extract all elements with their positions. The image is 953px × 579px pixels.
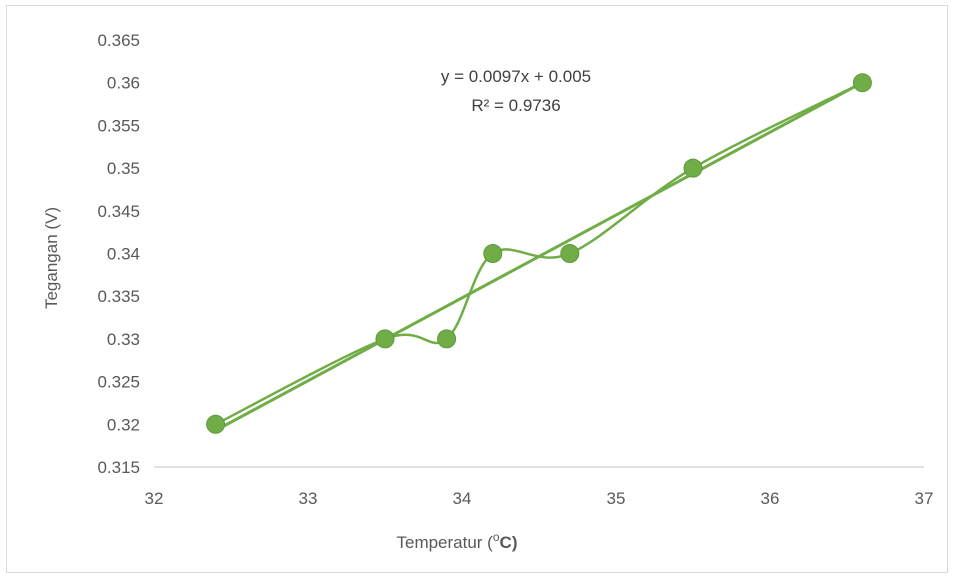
x-axis-title-unit: C) (500, 533, 518, 552)
y-tick-label: 0.365 (97, 31, 140, 50)
x-axis-title-main: Temperatur ( (396, 533, 493, 552)
y-axis-ticks: 0.315 0.32 0.325 0.33 0.335 0.34 0.345 0.35 0.35… (97, 31, 140, 477)
data-point (483, 244, 503, 263)
y-tick-label: 0.33 (107, 330, 140, 349)
y-axis-title: Tegangan (V) (42, 207, 61, 309)
data-point (852, 73, 872, 93)
x-axis-title: Temperatur (oC) (396, 530, 517, 552)
y-tick-label: 0.325 (97, 373, 140, 392)
x-tick-label: 33 (299, 489, 318, 508)
y-tick-label: 0.32 (107, 415, 140, 434)
data-point (437, 329, 457, 349)
y-tick-label: 0.345 (97, 202, 140, 221)
data-point (206, 414, 226, 434)
data-point (375, 329, 395, 349)
x-tick-label: 34 (453, 489, 472, 508)
scatter-chart: 0.315 0.32 0.325 0.33 0.335 0.34 0.345 0.35 0.35… (42, 31, 934, 552)
x-axis-ticks: 32 33 34 35 36 37 (145, 489, 934, 508)
x-tick-label: 37 (915, 489, 934, 508)
y-tick-label: 0.315 (97, 458, 140, 477)
x-tick-label: 36 (761, 489, 780, 508)
chart-area: 0.315 0.32 0.325 0.33 0.335 0.34 0.345 0.35 0.35… (6, 5, 948, 573)
y-tick-label: 0.34 (107, 245, 140, 264)
r-squared-label: R² = 0.9736 (471, 96, 560, 115)
trendline-equation: y = 0.0097x + 0.005 (441, 67, 591, 86)
data-markers (206, 73, 872, 434)
y-tick-label: 0.36 (107, 74, 140, 93)
y-tick-label: 0.335 (97, 287, 140, 306)
y-tick-label: 0.35 (107, 159, 140, 178)
y-tick-label: 0.355 (97, 116, 140, 135)
x-axis-title-sup: o (493, 530, 500, 544)
x-tick-label: 32 (145, 489, 164, 508)
data-point (560, 244, 580, 263)
data-point (683, 158, 703, 178)
x-tick-label: 35 (607, 489, 626, 508)
